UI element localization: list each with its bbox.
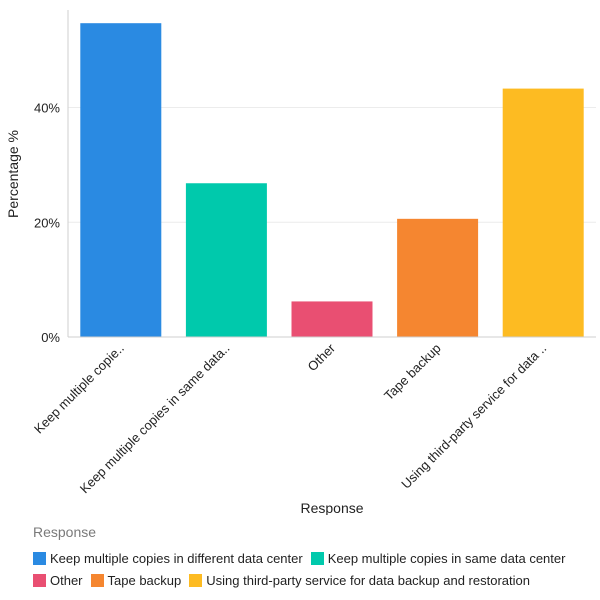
bar[interactable] <box>291 301 373 337</box>
y-axis-title: Percentage % <box>5 130 21 218</box>
bar[interactable] <box>397 218 479 337</box>
legend-label: Tape backup <box>107 572 182 588</box>
legend: Response Keep multiple copies in differe… <box>33 523 593 591</box>
bar[interactable] <box>185 183 267 337</box>
legend-items: Keep multiple copies in different data c… <box>33 547 593 591</box>
y-tick-label: 20% <box>34 215 60 230</box>
x-axis-title: Response <box>300 500 363 515</box>
bar[interactable] <box>502 88 584 338</box>
legend-label: Keep multiple copies in different data c… <box>50 550 303 566</box>
legend-item[interactable]: Keep multiple copies in different data c… <box>33 547 303 569</box>
legend-item[interactable]: Keep multiple copies in same data center <box>310 547 566 569</box>
bars <box>80 23 584 338</box>
x-tick-labels: Keep multiple copie..Keep multiple copie… <box>31 340 549 496</box>
legend-item[interactable]: Other <box>33 569 83 591</box>
y-tick-labels: 0% 20% 40% <box>34 101 60 345</box>
legend-item[interactable]: Using third-party service for data backu… <box>189 569 530 591</box>
x-tick-label: Keep multiple copie.. <box>31 341 127 437</box>
legend-title: Response <box>33 524 97 540</box>
legend-label: Other <box>50 572 83 588</box>
bar[interactable] <box>80 23 162 338</box>
legend-swatch <box>189 573 203 587</box>
y-tick-label: 40% <box>34 101 60 116</box>
legend-label: Using third-party service for data backu… <box>206 572 530 588</box>
legend-swatch <box>90 573 104 587</box>
legend-swatch <box>310 551 324 565</box>
legend-label: Keep multiple copies in same data center <box>327 550 566 566</box>
x-tick-label: Other <box>305 340 339 374</box>
x-tick-label: Tape backup <box>381 341 444 404</box>
bar-chart: 0% 20% 40% Keep multiple copie..Keep multi… <box>5 10 596 515</box>
legend-swatch <box>33 551 46 565</box>
legend-swatch <box>33 573 46 587</box>
legend-item[interactable]: Tape backup <box>90 569 182 591</box>
y-tick-label: 0% <box>41 330 60 345</box>
